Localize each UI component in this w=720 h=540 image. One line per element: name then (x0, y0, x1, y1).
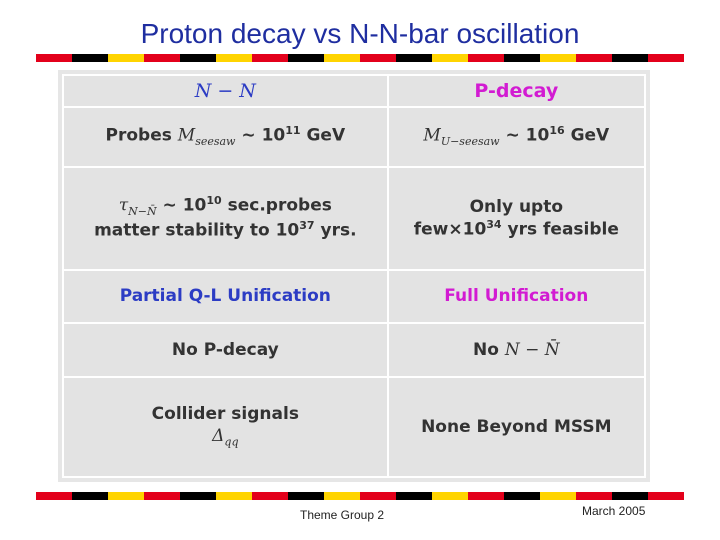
header-nn: N − N (62, 74, 389, 108)
cell-tau-probes: τN−N̄ ∼ 1010 sec.probes matter stability… (62, 165, 389, 271)
cell-none-beyond-mssm: None Beyond MSSM (386, 375, 647, 479)
cell-line: matter stability to 1037 yrs. (94, 219, 357, 242)
cell-line: few×1034 yrs feasible (413, 217, 619, 240)
comparison-table: N − N P-decay Probes Mseesaw ∼ 1011 GeV … (62, 74, 647, 479)
cell-line: Only upto (469, 196, 564, 217)
top-color-stripe (36, 54, 684, 62)
cell-line: τN−N̄ ∼ 1010 sec.probes (118, 194, 332, 219)
table-row: Probes Mseesaw ∼ 1011 GeV MU−seesaw ∼ 10… (62, 106, 647, 168)
cell-u-seesaw: MU−seesaw ∼ 1016 GeV (386, 106, 647, 168)
comparison-table-frame: N − N P-decay Probes Mseesaw ∼ 1011 GeV … (58, 70, 650, 482)
bottom-color-stripe (36, 492, 684, 500)
cell-collider-signals: Collider signals Δqq (62, 375, 389, 479)
cell-full-unification: Full Unification (386, 268, 647, 325)
table-header-row: N − N P-decay (62, 74, 647, 108)
table-row: No P-decay No N − N̄ (62, 322, 647, 378)
cell-line: Collider signals (151, 404, 299, 425)
header-pdecay: P-decay (386, 74, 647, 108)
table-row: τN−N̄ ∼ 1010 sec.probes matter stability… (62, 165, 647, 271)
cell-no-nn: No N − N̄ (386, 322, 647, 378)
cell-only-upto: Only upto few×1034 yrs feasible (386, 165, 647, 271)
footer-date: March 2005 (582, 504, 646, 518)
cell-line: Δqq (212, 426, 239, 449)
footer-theme-group: Theme Group 2 (300, 508, 385, 522)
table-row: Partial Q-L Unification Full Unification (62, 268, 647, 325)
cell-partial-unification: Partial Q-L Unification (62, 268, 389, 325)
cell-probes-seesaw: Probes Mseesaw ∼ 1011 GeV (62, 106, 389, 168)
table-row: Collider signals Δqq None Beyond MSSM (62, 375, 647, 479)
slide-title: Proton decay vs N-N-bar oscillation (140, 18, 580, 49)
cell-no-pdecay: No P-decay (62, 322, 389, 378)
